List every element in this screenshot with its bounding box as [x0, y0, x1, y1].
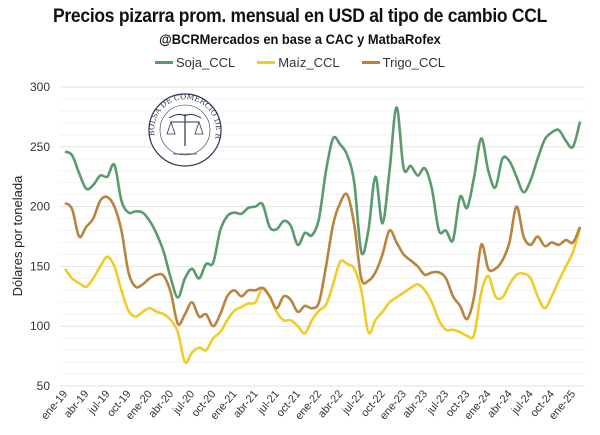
- y-tick-label: 50: [37, 379, 51, 393]
- chart-subtitle: @BCRMercados en base a CAC y MatbaRofex: [159, 31, 441, 47]
- gridlines: [60, 86, 585, 387]
- legend-swatch-soja: [154, 61, 173, 64]
- legend-item-soja: Soja_CCL: [154, 55, 236, 70]
- y-tick-label: 100: [30, 319, 50, 333]
- legend-swatch-maiz: [257, 61, 276, 64]
- series-lines: [63, 106, 582, 365]
- y-tick-label: 300: [30, 80, 50, 94]
- x-axis: ene-19abr-19jul-19oct-19ene-20abr-20jul-…: [39, 388, 578, 422]
- series-line-mazccl: [63, 227, 582, 365]
- chart-title: Precios pizarra prom. mensual en USD al …: [53, 6, 547, 27]
- legend-label-trigo: Trigo_CCL: [382, 55, 446, 70]
- series-line-trigoccl: [64, 192, 582, 328]
- legend-item-maiz: Maíz_CCL: [257, 55, 340, 70]
- y-tick-label: 200: [30, 200, 50, 214]
- legend-item-trigo: Trigo_CCL: [361, 55, 446, 70]
- legend-label-maiz: Maíz_CCL: [278, 55, 340, 70]
- y-tick-label: 250: [30, 140, 50, 154]
- bcr-logo: BOLSA DE COMERCIO DE ROSARIO: [147, 92, 223, 167]
- y-axis: 50 100 150 200 250 300: [30, 80, 50, 393]
- legend-swatch-trigo: [361, 61, 380, 64]
- legend-label-soja: Soja_CCL: [175, 55, 236, 70]
- y-axis-label: Dólares por tonelada: [10, 175, 25, 296]
- legend: Soja_CCL Maíz_CCL Trigo_CCL: [0, 55, 600, 70]
- x-tick-label: ene-19: [39, 388, 70, 422]
- y-tick-label: 150: [30, 259, 50, 273]
- series-line-sojaccl: [64, 106, 582, 299]
